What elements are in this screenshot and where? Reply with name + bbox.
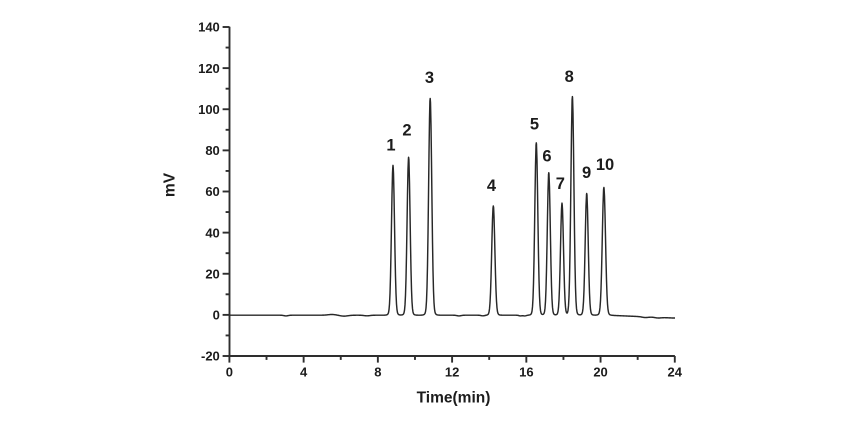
svg-text:12: 12 xyxy=(445,365,459,380)
svg-text:8: 8 xyxy=(565,68,574,86)
svg-text:4: 4 xyxy=(300,365,308,380)
svg-text:6: 6 xyxy=(542,147,551,165)
svg-text:100: 100 xyxy=(198,102,220,117)
svg-text:0: 0 xyxy=(226,365,233,380)
svg-text:5: 5 xyxy=(530,115,539,133)
svg-text:20: 20 xyxy=(593,365,607,380)
svg-text:10: 10 xyxy=(596,156,614,174)
svg-text:2: 2 xyxy=(402,122,411,140)
svg-text:80: 80 xyxy=(205,143,219,158)
svg-text:9: 9 xyxy=(582,164,591,182)
svg-text:1: 1 xyxy=(386,136,395,154)
svg-text:8: 8 xyxy=(374,365,381,380)
svg-text:140: 140 xyxy=(198,20,220,35)
svg-text:0: 0 xyxy=(213,308,220,323)
svg-text:20: 20 xyxy=(205,266,219,281)
svg-text:3: 3 xyxy=(425,69,434,87)
svg-text:7: 7 xyxy=(556,175,565,193)
svg-text:40: 40 xyxy=(205,225,219,240)
svg-text:60: 60 xyxy=(205,184,219,199)
svg-text:-20: -20 xyxy=(201,349,220,364)
svg-text:120: 120 xyxy=(198,61,220,76)
svg-text:mV: mV xyxy=(161,172,178,197)
svg-text:4: 4 xyxy=(487,177,497,195)
svg-text:16: 16 xyxy=(519,365,533,380)
svg-text:24: 24 xyxy=(668,365,683,380)
svg-text:Time(min): Time(min) xyxy=(417,389,491,406)
